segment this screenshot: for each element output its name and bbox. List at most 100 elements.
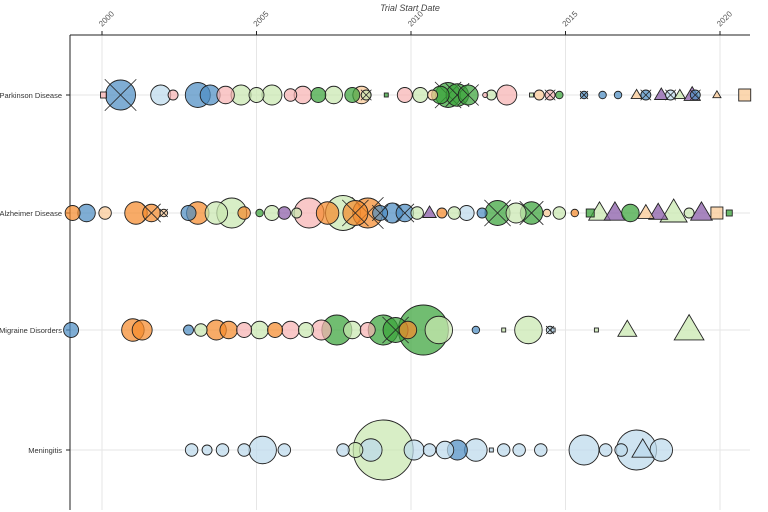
- data-point-118: [673, 313, 705, 341]
- data-point-102: [310, 319, 332, 341]
- data-point-117: [617, 319, 638, 337]
- data-point-133: [464, 438, 488, 462]
- circle-marker: [184, 443, 199, 457]
- data-point-69: [436, 207, 448, 219]
- data-point-41: [689, 89, 701, 101]
- circle-marker: [496, 84, 518, 106]
- cross-marker-b: [141, 203, 161, 223]
- triangle-marker: [630, 88, 643, 100]
- cross-marker-b: [579, 90, 589, 100]
- triangle-marker: [636, 203, 655, 219]
- data-point-111: [471, 325, 481, 335]
- x-tick-label-2000: 2000: [97, 9, 116, 28]
- circle-marker: [598, 90, 607, 100]
- data-point-0: [100, 91, 107, 99]
- data-point-46: [98, 206, 112, 220]
- data-point-125: [336, 443, 350, 457]
- square-marker: [383, 92, 389, 98]
- cross-marker-b: [104, 78, 137, 112]
- circle-marker: [255, 208, 264, 218]
- circle-marker: [336, 443, 350, 457]
- data-point-60: [315, 201, 340, 225]
- data-point-52: [204, 201, 229, 225]
- square-marker: [529, 92, 534, 98]
- data-point-77: [552, 206, 567, 220]
- circle-marker: [183, 324, 194, 336]
- triangle-marker: [631, 437, 655, 458]
- circle-marker: [649, 438, 673, 462]
- circle-marker: [514, 315, 543, 345]
- data-point-27: [496, 84, 518, 106]
- circle-marker: [359, 322, 376, 338]
- circle-marker: [131, 319, 153, 341]
- triangle-marker: [647, 202, 669, 220]
- data-point-73: [484, 199, 511, 227]
- data-point-49: [159, 208, 169, 218]
- data-point-126: [347, 442, 364, 458]
- cross-marker-b: [484, 199, 511, 227]
- data-point-143: [649, 438, 673, 462]
- circle-marker: [621, 203, 640, 223]
- data-point-36: [640, 89, 652, 101]
- data-point-82: [621, 203, 640, 223]
- data-point-74: [505, 202, 527, 224]
- circle-marker: [533, 89, 545, 101]
- circle-marker: [464, 438, 488, 462]
- data-point-6: [216, 85, 235, 105]
- data-point-13: [324, 85, 343, 105]
- circle-marker: [422, 443, 437, 457]
- square-marker: [100, 91, 107, 99]
- cross-marker-b: [395, 203, 415, 223]
- triangle-marker: [689, 200, 714, 221]
- data-point-112: [501, 327, 507, 333]
- circle-marker: [476, 207, 488, 219]
- circle-marker: [267, 322, 283, 338]
- data-point-19: [412, 87, 429, 103]
- circle-marker: [281, 320, 300, 340]
- data-point-96: [219, 320, 238, 340]
- circle-marker: [396, 87, 413, 103]
- data-point-3: [167, 89, 179, 101]
- circle-marker: [215, 443, 230, 457]
- data-point-101: [297, 322, 314, 338]
- circle-marker: [344, 87, 361, 103]
- category-label-alzheimer-disease: Alzheimer Disease: [0, 209, 62, 218]
- circle-marker: [683, 207, 695, 219]
- circle-marker: [412, 87, 429, 103]
- data-point-110: [424, 315, 454, 345]
- circle-marker: [482, 92, 489, 98]
- data-point-20: [427, 89, 439, 101]
- square-marker: [710, 206, 724, 220]
- data-point-130: [422, 443, 437, 457]
- triangle-marker: [659, 198, 688, 223]
- data-point-89: [725, 209, 733, 217]
- data-point-55: [255, 208, 264, 218]
- data-point-137: [534, 443, 548, 457]
- circle-marker: [343, 320, 362, 340]
- data-point-78: [570, 208, 579, 218]
- data-point-30: [544, 89, 556, 101]
- data-point-119: [184, 443, 199, 457]
- x-tick-label-2005: 2005: [252, 9, 271, 28]
- circle-marker: [570, 208, 579, 218]
- data-point-34: [613, 90, 623, 100]
- data-point-100: [281, 320, 300, 340]
- data-point-97: [236, 322, 253, 338]
- cross-marker-b: [665, 89, 677, 101]
- data-point-87: [689, 200, 714, 221]
- data-point-38: [665, 89, 677, 101]
- category-label-migraine-disorders: Migraine Disorders: [0, 326, 62, 335]
- circle-marker: [236, 322, 253, 338]
- circle-marker: [291, 207, 303, 219]
- data-point-24: [457, 84, 479, 106]
- circle-marker: [63, 322, 80, 338]
- data-point-138: [568, 434, 600, 466]
- data-point-99: [267, 322, 283, 338]
- cross-marker-b: [457, 84, 479, 106]
- circle-marker: [403, 439, 425, 461]
- data-point-8: [248, 87, 265, 103]
- data-point-84: [647, 202, 669, 220]
- circle-marker: [347, 442, 364, 458]
- cross-marker-b: [360, 89, 372, 101]
